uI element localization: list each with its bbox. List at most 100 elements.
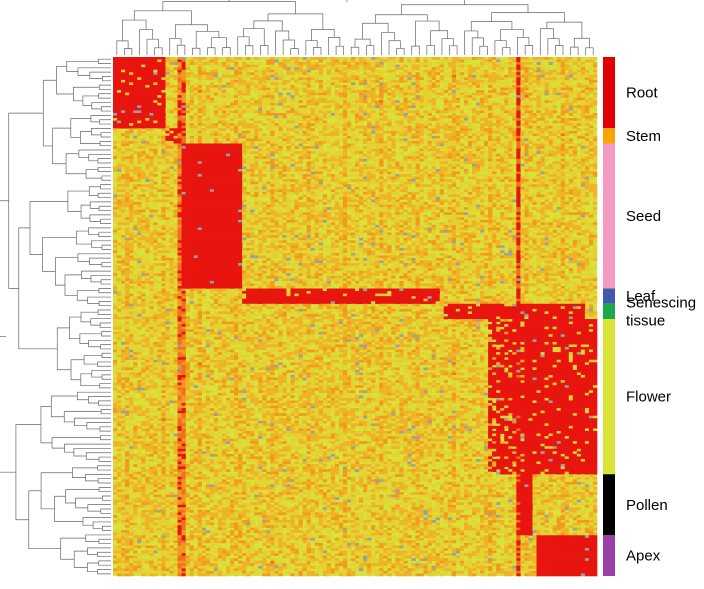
heatmap-cell (379, 105, 383, 108)
heatmap-cell (149, 85, 153, 88)
heatmap-cell (436, 85, 440, 88)
heatmap-cell (165, 70, 169, 73)
heatmap-cell (359, 174, 363, 177)
heatmap-cell (585, 77, 589, 80)
heatmap-cell (226, 133, 230, 136)
heatmap-cell (299, 138, 303, 141)
heatmap-cell (347, 88, 351, 91)
heatmap-cell (472, 189, 476, 192)
heatmap-cell (295, 182, 299, 185)
heatmap-cell (589, 177, 593, 180)
heatmap-cell (347, 67, 351, 70)
heatmap-cell (553, 75, 557, 78)
heatmap-cell (186, 146, 190, 149)
heatmap-cell (383, 182, 387, 185)
heatmap-cell (444, 159, 448, 162)
heatmap-cell (117, 123, 121, 126)
heatmap-cell (387, 123, 391, 126)
heatmap-cell (230, 85, 234, 88)
heatmap-cell (411, 116, 415, 119)
heatmap-cell (549, 77, 553, 80)
heatmap-cell (569, 72, 573, 75)
heatmap-cell (282, 182, 286, 185)
heatmap-cell (274, 149, 278, 152)
heatmap-cell (149, 182, 153, 185)
heatmap-cell (573, 123, 577, 126)
heatmap-cell (319, 121, 323, 124)
heatmap-cell (161, 123, 165, 126)
heatmap-cell (569, 67, 573, 70)
heatmap-cell (407, 138, 411, 141)
heatmap-cell (420, 154, 424, 157)
heatmap-cell (169, 156, 173, 159)
heatmap-cell (214, 62, 218, 65)
heatmap-cell (165, 110, 169, 113)
heatmap-cell (117, 103, 121, 106)
heatmap-cell (480, 189, 484, 192)
heatmap-cell (214, 77, 218, 80)
heatmap-cell (516, 77, 520, 80)
heatmap-cell (512, 179, 516, 182)
heatmap-cell (448, 151, 452, 154)
heatmap-cell (307, 131, 311, 134)
heatmap-cell (315, 121, 319, 124)
heatmap-cell (149, 179, 153, 182)
heatmap-cell (121, 85, 125, 88)
heatmap-cell (202, 110, 206, 113)
heatmap-cell (218, 174, 222, 177)
column-dendrogram-branch (465, 31, 478, 55)
heatmap-cell (545, 67, 549, 70)
heatmap-cell (395, 113, 399, 116)
heatmap-cell (238, 70, 242, 73)
heatmap-cell (327, 93, 331, 96)
row-dendrogram-branch (102, 526, 111, 530)
heatmap-cell (186, 100, 190, 103)
heatmap-cell (299, 82, 303, 85)
heatmap-cell (520, 156, 524, 159)
heatmap-cell (347, 62, 351, 65)
heatmap-cell (589, 164, 593, 167)
heatmap-cell (206, 164, 210, 167)
heatmap-cell (327, 156, 331, 159)
heatmap-cell (585, 103, 589, 106)
heatmap-cell (492, 159, 496, 162)
heatmap-cell (266, 72, 270, 75)
heatmap-cell (174, 123, 178, 126)
heatmap-cell (496, 131, 500, 134)
heatmap-cell (516, 154, 520, 157)
heatmap-cell (141, 171, 145, 174)
heatmap-cell (375, 75, 379, 78)
heatmap-cell (516, 177, 520, 180)
heatmap-cell (363, 159, 367, 162)
heatmap-cell (524, 189, 528, 192)
heatmap-cell (420, 82, 424, 85)
heatmap-cell (303, 177, 307, 180)
heatmap-cell (278, 116, 282, 119)
heatmap-cell (504, 161, 508, 164)
heatmap-cell (117, 174, 121, 177)
heatmap-cell (258, 70, 262, 73)
heatmap-cell (537, 85, 541, 88)
heatmap-cell (432, 116, 436, 119)
heatmap-cell (149, 151, 153, 154)
heatmap-cell (492, 177, 496, 180)
heatmap-cell (202, 118, 206, 121)
heatmap-cell (311, 141, 315, 144)
heatmap-cell (178, 90, 182, 93)
heatmap-cell (464, 93, 468, 96)
heatmap-cell (137, 146, 141, 149)
heatmap-cell (141, 144, 145, 147)
heatmap-cell (379, 65, 383, 68)
heatmap-cell (585, 123, 589, 126)
heatmap-cell (226, 75, 230, 78)
heatmap-cell (165, 62, 169, 65)
heatmap-cell (278, 93, 282, 96)
heatmap-cell (178, 156, 182, 159)
heatmap-cell (182, 80, 186, 83)
heatmap-cell (371, 80, 375, 83)
heatmap-cell (359, 179, 363, 182)
heatmap-cell (367, 93, 371, 96)
heatmap-cell (440, 156, 444, 159)
heatmap-cell (234, 149, 238, 152)
heatmap-cell (206, 187, 210, 190)
